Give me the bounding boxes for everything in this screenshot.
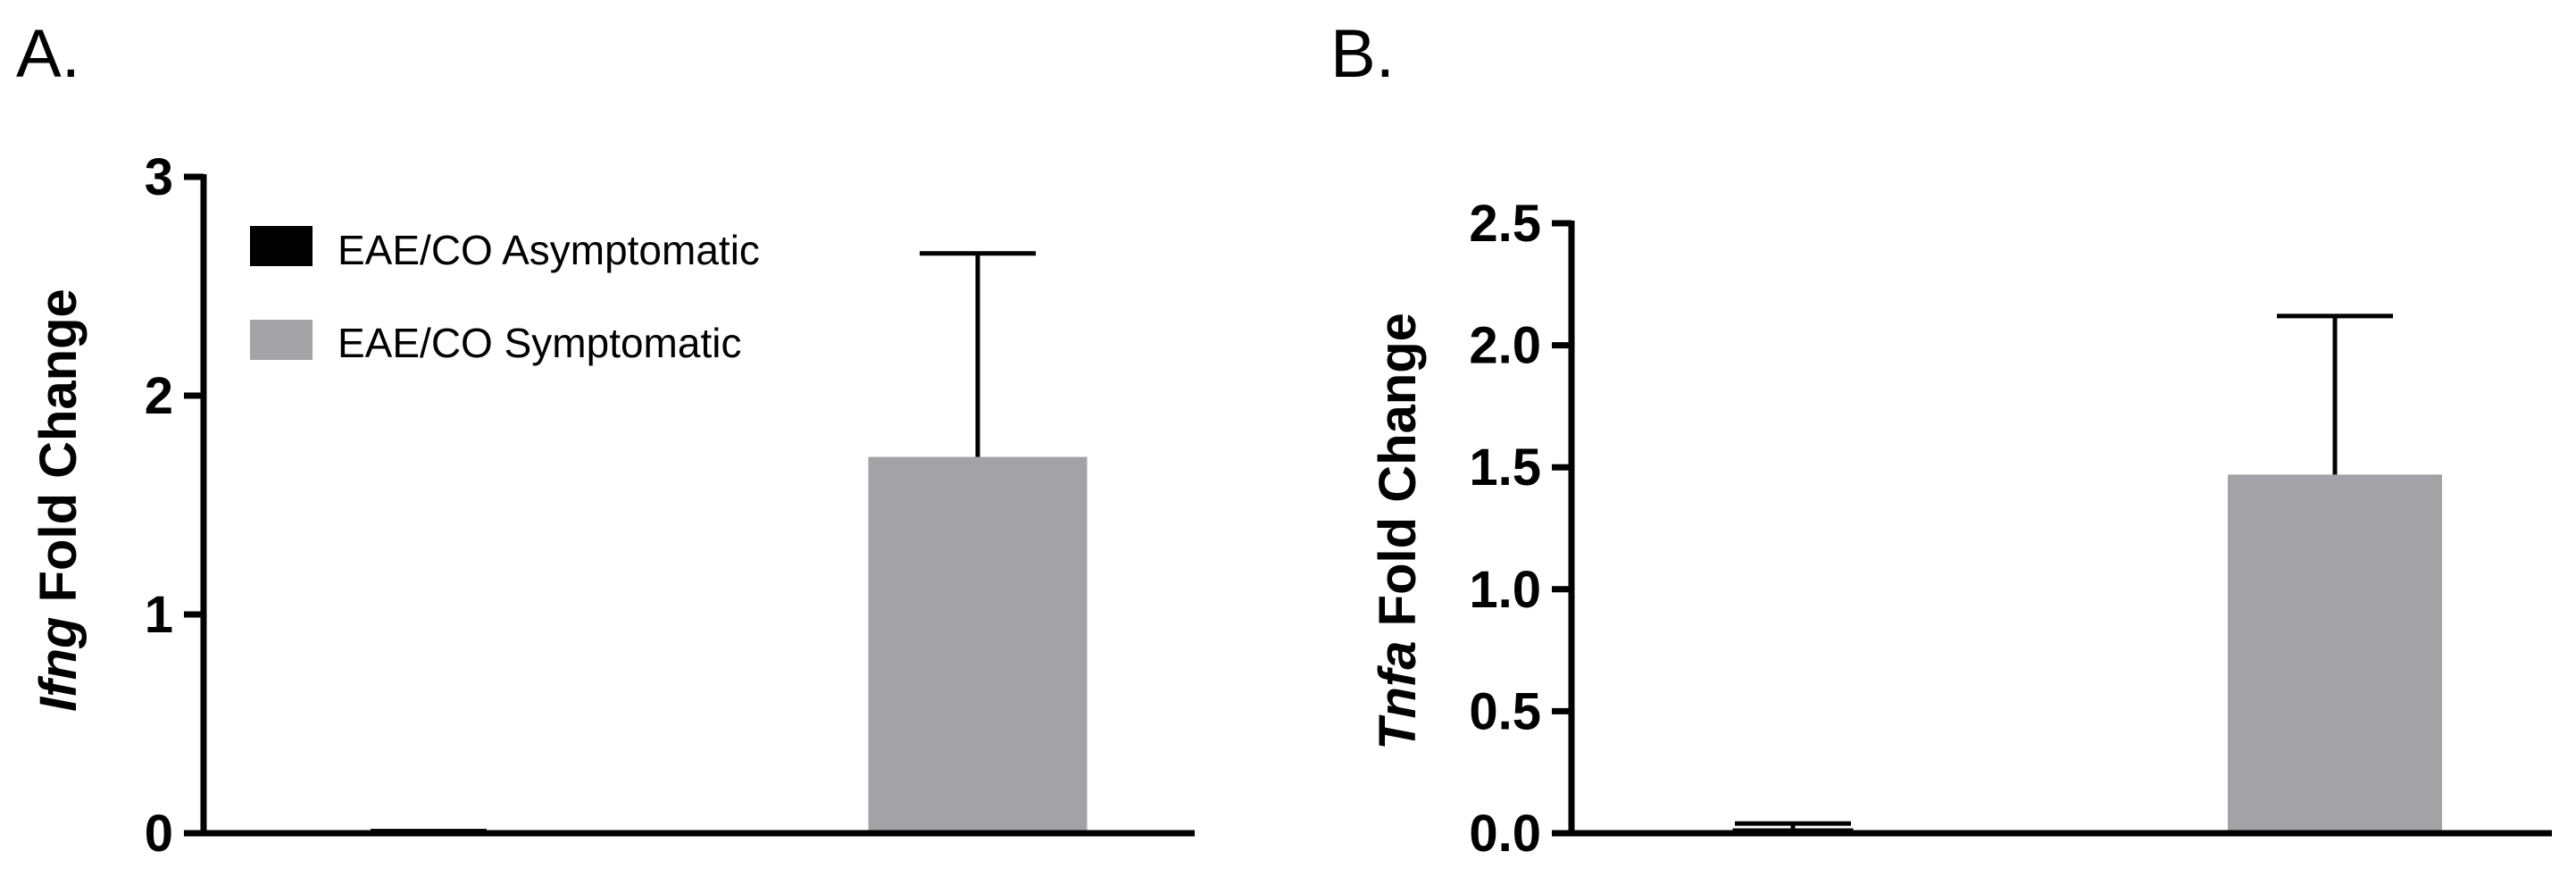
y-axis-title-a: Ifng Fold Change (29, 288, 88, 712)
y-tick-label-b-3: 1.5 (1469, 438, 1541, 497)
legend-label-asymptomatic: EAE/CO Asymptomatic (338, 227, 760, 273)
bar-b-2 (2228, 474, 2442, 833)
y-tick-label-b-2: 1.0 (1469, 561, 1541, 619)
y-tick-label-a-2: 2 (145, 367, 173, 425)
y-axis-gene-b: Tnfa (1369, 640, 1427, 749)
plot-area-a: 0 1 2 3 (145, 148, 1195, 863)
y-tick-label-b-0: 0.0 (1469, 805, 1541, 863)
y-tick-label-b-4: 2.0 (1469, 317, 1541, 375)
legend-swatch-asymptomatic (250, 226, 313, 266)
bar-a-2 (868, 456, 1088, 833)
y-tick-label-b-1: 0.5 (1469, 682, 1541, 740)
panel-label-b: B. (1330, 16, 1395, 92)
y-tick-label-b-5: 2.5 (1469, 195, 1541, 253)
panel-label-a: A. (16, 16, 80, 92)
y-tick-label-a-1: 1 (145, 586, 173, 644)
y-tick-label-a-3: 3 (145, 148, 173, 206)
y-axis-unit-a: Fold Change (29, 288, 88, 616)
legend: EAE/CO Asymptomatic EAE/CO Symptomatic (250, 226, 760, 366)
y-tick-label-a-0: 0 (145, 805, 173, 863)
panel-a: A. Ifng Fold Change 0 1 2 3 EAE/CO Asymptom… (16, 16, 1195, 863)
legend-swatch-symptomatic (250, 320, 313, 360)
plot-area-b: 0.0 0.5 1.0 1.5 2.0 2.5 (1469, 195, 2552, 863)
y-axis-unit-b: Fold Change (1369, 313, 1427, 640)
legend-label-symptomatic: EAE/CO Symptomatic (338, 320, 741, 366)
panel-b: B. Tnfa Fold Change 0.0 0.5 1.0 1.5 2.0 2.5 (1330, 16, 2552, 863)
y-axis-gene-a: Ifng (29, 617, 88, 712)
y-axis-title-b: Tnfa Fold Change (1369, 313, 1427, 750)
